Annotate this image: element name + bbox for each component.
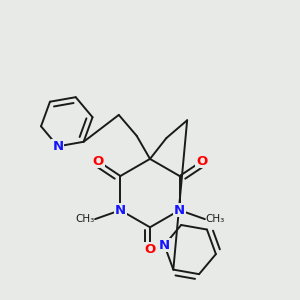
Text: CH₃: CH₃ [206, 214, 225, 224]
Text: CH₃: CH₃ [75, 214, 94, 224]
Text: O: O [196, 154, 208, 168]
Text: O: O [92, 154, 104, 168]
Text: O: O [144, 243, 156, 256]
Text: N: N [52, 140, 63, 153]
Text: N: N [115, 204, 126, 217]
Text: N: N [174, 204, 185, 217]
Text: N: N [159, 238, 170, 251]
